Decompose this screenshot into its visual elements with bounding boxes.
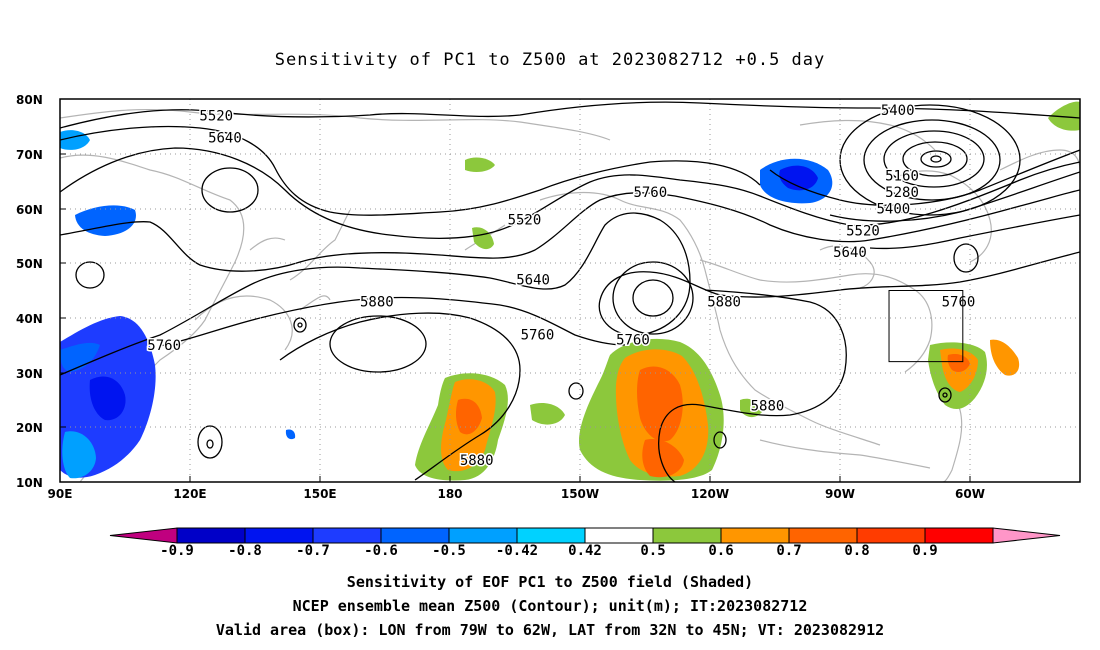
colorbar-segment xyxy=(856,527,926,544)
negative-shading-region xyxy=(779,165,818,191)
colorbar xyxy=(109,527,1061,544)
contour-label: 5520 xyxy=(846,223,880,239)
colorbar-labels: -0.9 -0.8 -0.7 -0.6 -0.5 -0.42 0.42 0.5 … xyxy=(160,543,938,559)
lat-label: 50N xyxy=(16,257,43,271)
contour-label: 5880 xyxy=(460,453,494,469)
colorbar-label: 0.42 xyxy=(568,543,602,559)
colorbar-segment xyxy=(720,527,790,544)
lat-label: 70N xyxy=(16,148,43,162)
negative-shading-region xyxy=(89,376,126,421)
contour-label: 5160 xyxy=(885,169,919,185)
colorbar-label: -0.8 xyxy=(228,543,262,559)
negative-shading-region xyxy=(75,205,136,236)
contour-label: 5520 xyxy=(199,108,233,124)
graticule xyxy=(60,99,1080,482)
latitude-labels: 80N 70N 60N 50N 40N 30N 20N 10N xyxy=(16,93,43,490)
contour-label: 5400 xyxy=(881,103,915,119)
negative-shading-region xyxy=(62,431,96,479)
lat-label: 30N xyxy=(16,367,43,381)
colorbar-label: 0.9 xyxy=(912,543,937,559)
axis-ticks xyxy=(59,98,971,483)
contour-label: 5520 xyxy=(508,212,542,228)
caption-shading: Sensitivity of EOF PC1 to Z500 field (Sh… xyxy=(346,573,754,591)
map-frame xyxy=(59,98,1081,483)
positive-shading-region xyxy=(455,398,482,435)
lon-label: 120W xyxy=(691,487,729,501)
sensitivity-shading xyxy=(60,101,1080,481)
colorbar-segment xyxy=(788,527,858,544)
contour-label: 5760 xyxy=(633,185,667,201)
positive-shading-region xyxy=(472,227,494,250)
longitude-labels: 90E 120E 150E 180 150W 120W 90W 60W xyxy=(48,487,985,501)
colorbar-label: 0.7 xyxy=(776,543,801,559)
lat-label: 80N xyxy=(16,93,43,107)
lat-label: 20N xyxy=(16,421,43,435)
contour-label: 5880 xyxy=(751,398,785,414)
colorbar-label: 0.6 xyxy=(708,543,733,559)
positive-shading-region xyxy=(990,339,1020,376)
lon-label: 120E xyxy=(173,487,206,501)
colorbar-segment xyxy=(312,527,382,544)
lat-label: 40N xyxy=(16,312,43,326)
lon-label: 90E xyxy=(48,487,73,501)
contour-label: 5760 xyxy=(942,294,976,310)
contour-labels: 5520 5640 5760 5880 5760 5640 5520 5760 5760 5880… xyxy=(146,101,977,470)
positive-shading-region xyxy=(530,403,565,425)
lon-label: 150E xyxy=(303,487,336,501)
negative-shading-region xyxy=(60,130,90,150)
colorbar-label: 0.5 xyxy=(640,543,665,559)
contour-label: 5280 xyxy=(885,185,919,201)
colorbar-segment xyxy=(584,527,654,544)
colorbar-segment xyxy=(652,527,722,544)
positive-shading-region xyxy=(637,366,683,442)
colorbar-segment xyxy=(244,527,314,544)
lat-label: 10N xyxy=(16,476,43,490)
valid-area-box xyxy=(888,290,964,363)
colorbar-segment xyxy=(448,527,518,544)
lat-label: 60N xyxy=(16,203,43,217)
colorbar-max-triangle xyxy=(992,527,1061,544)
positive-shading-region xyxy=(642,439,684,478)
colorbar-label: -0.6 xyxy=(364,543,398,559)
colorbar-segment xyxy=(380,527,450,544)
contour-label: 5640 xyxy=(208,130,242,146)
colorbar-label: -0.5 xyxy=(432,543,466,559)
colorbar-segment xyxy=(924,527,994,544)
negative-shading-region xyxy=(60,342,100,372)
contour-label: 5760 xyxy=(616,333,650,349)
colorbar-segment xyxy=(176,527,246,544)
coastline-layer xyxy=(60,108,1080,482)
contour-label: 5880 xyxy=(360,294,394,310)
colorbar-label: 0.8 xyxy=(844,543,869,559)
colorbar-min-triangle xyxy=(109,527,178,544)
contour-label: 5880 xyxy=(707,294,741,310)
colorbar-segment xyxy=(516,527,586,544)
lon-label: 90W xyxy=(825,487,855,501)
positive-shading-region xyxy=(465,157,495,173)
caption-valid-area: Valid area (box): LON from 79W to 62W, L… xyxy=(215,621,885,639)
contour-label: 5760 xyxy=(147,338,181,354)
z500-contours xyxy=(60,101,1080,482)
contour-label: 5760 xyxy=(521,327,555,343)
positive-shading-region xyxy=(947,354,970,372)
contour-label: 5640 xyxy=(833,245,867,261)
colorbar-label: -0.9 xyxy=(160,543,194,559)
chart-title: Sensitivity of PC1 to Z500 at 2023082712… xyxy=(274,50,826,70)
colorbar-label: -0.7 xyxy=(296,543,330,559)
contour-label: 5400 xyxy=(877,201,911,217)
colorbar-label: -0.42 xyxy=(496,543,538,559)
contour-label: 5640 xyxy=(516,273,550,289)
lon-label: 150W xyxy=(561,487,599,501)
lon-label: 180 xyxy=(437,487,462,501)
positive-shading-region xyxy=(1048,101,1080,131)
lon-label: 60W xyxy=(955,487,985,501)
caption-contour: NCEP ensemble mean Z500 (Contour); unit(… xyxy=(292,597,808,615)
negative-shading-region xyxy=(285,429,296,440)
